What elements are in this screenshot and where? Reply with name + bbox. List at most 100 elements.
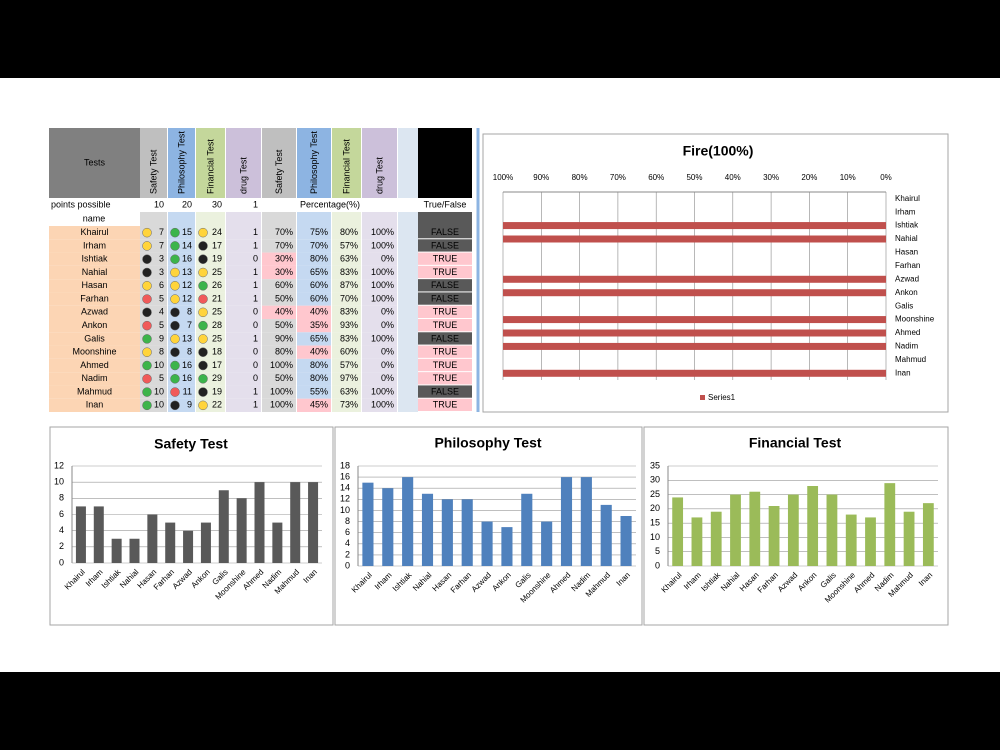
bar bbox=[749, 491, 761, 566]
y-tick-label: 25 bbox=[650, 489, 660, 499]
score-cell: 40% bbox=[275, 307, 293, 317]
cell bbox=[418, 345, 472, 358]
cell bbox=[362, 319, 397, 333]
status-icon bbox=[142, 254, 152, 264]
score-cell: 19 bbox=[212, 386, 222, 396]
score-cell: 30% bbox=[275, 254, 293, 264]
status-icon bbox=[170, 281, 180, 291]
cell bbox=[262, 226, 296, 240]
y-tick-label: 2 bbox=[59, 541, 64, 551]
score-cell: 26 bbox=[212, 280, 222, 290]
score-cell: 19 bbox=[212, 254, 222, 264]
bar bbox=[441, 499, 453, 566]
fire-value: FALSE bbox=[431, 280, 459, 290]
bar bbox=[845, 514, 857, 566]
score-cell: 8 bbox=[187, 307, 192, 317]
score-cell: 80% bbox=[310, 373, 328, 383]
y-tick-label: 18 bbox=[340, 460, 350, 470]
cell bbox=[49, 332, 140, 346]
truefalse-label: True/False bbox=[424, 199, 467, 209]
score-cell: 60% bbox=[275, 280, 293, 290]
status-icon bbox=[142, 320, 152, 331]
score-cell: 40% bbox=[310, 307, 328, 317]
score-cell: 100% bbox=[371, 240, 394, 250]
score-cell: 13 bbox=[182, 267, 192, 277]
y-tick-label: 6 bbox=[59, 509, 64, 519]
score-cell: 12 bbox=[182, 280, 192, 290]
score-cell: 17 bbox=[212, 240, 222, 250]
status-icon bbox=[170, 334, 180, 344]
status-icon bbox=[198, 360, 208, 371]
score-cell: 83% bbox=[340, 267, 358, 277]
cell bbox=[362, 292, 397, 306]
x-tick-label: 0% bbox=[880, 173, 892, 182]
category-label: Khairul bbox=[895, 194, 920, 203]
score-cell: 60% bbox=[310, 280, 328, 290]
score-cell: 80% bbox=[310, 360, 328, 370]
header-label: Philosophy Test bbox=[309, 131, 319, 194]
cell bbox=[297, 319, 331, 333]
cell bbox=[262, 292, 296, 306]
cell bbox=[362, 252, 397, 266]
score-cell: 0 bbox=[253, 307, 258, 317]
cell bbox=[362, 265, 397, 280]
cell bbox=[297, 239, 331, 253]
cell bbox=[226, 345, 261, 359]
score-cell: 16 bbox=[182, 373, 192, 383]
score-cell: 63% bbox=[340, 254, 358, 264]
y-tick-label: 20 bbox=[650, 503, 660, 513]
cell bbox=[226, 226, 261, 240]
cell bbox=[418, 372, 472, 385]
score-cell: 35% bbox=[310, 320, 328, 330]
truefalse-cell bbox=[418, 198, 472, 212]
fire-value: TRUE bbox=[433, 254, 458, 264]
points-label: points possible bbox=[51, 199, 111, 209]
y-tick-label: 15 bbox=[650, 518, 660, 528]
y-tick-label: 4 bbox=[59, 525, 64, 535]
cell bbox=[297, 226, 331, 240]
score-cell: 22 bbox=[212, 400, 222, 410]
x-tick-label: 50% bbox=[686, 173, 702, 182]
score-cell: 0% bbox=[381, 373, 394, 383]
score-cell: 18 bbox=[212, 347, 222, 357]
bar bbox=[580, 477, 592, 566]
category-label: Inan bbox=[895, 368, 911, 377]
cell bbox=[332, 358, 361, 373]
cell bbox=[418, 279, 472, 292]
score-cell: 50% bbox=[275, 373, 293, 383]
header-cell bbox=[418, 128, 472, 198]
y-tick-label: 2 bbox=[345, 549, 350, 559]
score-cell: 83% bbox=[340, 333, 358, 343]
y-tick-label: 0 bbox=[59, 557, 64, 567]
bottom-bar bbox=[0, 672, 1000, 750]
bar bbox=[922, 503, 934, 566]
bar bbox=[503, 222, 886, 230]
score-cell: 75% bbox=[310, 227, 328, 237]
status-icon bbox=[170, 307, 180, 318]
fire-value: TRUE bbox=[433, 360, 458, 370]
score-cell: 0 bbox=[253, 373, 258, 383]
score-cell: 10 bbox=[154, 386, 164, 396]
status-icon bbox=[142, 347, 152, 357]
category-label: Ankon bbox=[895, 288, 918, 297]
header-label: Financial Test bbox=[205, 139, 215, 194]
score-cell: 13 bbox=[182, 333, 192, 343]
cell bbox=[49, 345, 140, 359]
cell bbox=[362, 385, 397, 399]
cell bbox=[262, 385, 296, 399]
score-cell: 6 bbox=[159, 280, 164, 290]
score-cell: 1 bbox=[253, 267, 258, 277]
score-cell: 8 bbox=[159, 347, 164, 357]
cell bbox=[262, 239, 296, 253]
bar bbox=[903, 511, 915, 566]
y-tick-label: 0 bbox=[345, 560, 350, 570]
bar bbox=[111, 538, 122, 563]
score-cell: 50% bbox=[275, 320, 293, 330]
cell bbox=[418, 239, 472, 252]
score-cell: 5 bbox=[159, 320, 164, 330]
score-cell: 12 bbox=[182, 293, 192, 303]
header-label: Fire? bbox=[435, 157, 456, 167]
status-icon bbox=[170, 374, 180, 384]
cell bbox=[362, 398, 397, 412]
cell bbox=[418, 292, 472, 305]
